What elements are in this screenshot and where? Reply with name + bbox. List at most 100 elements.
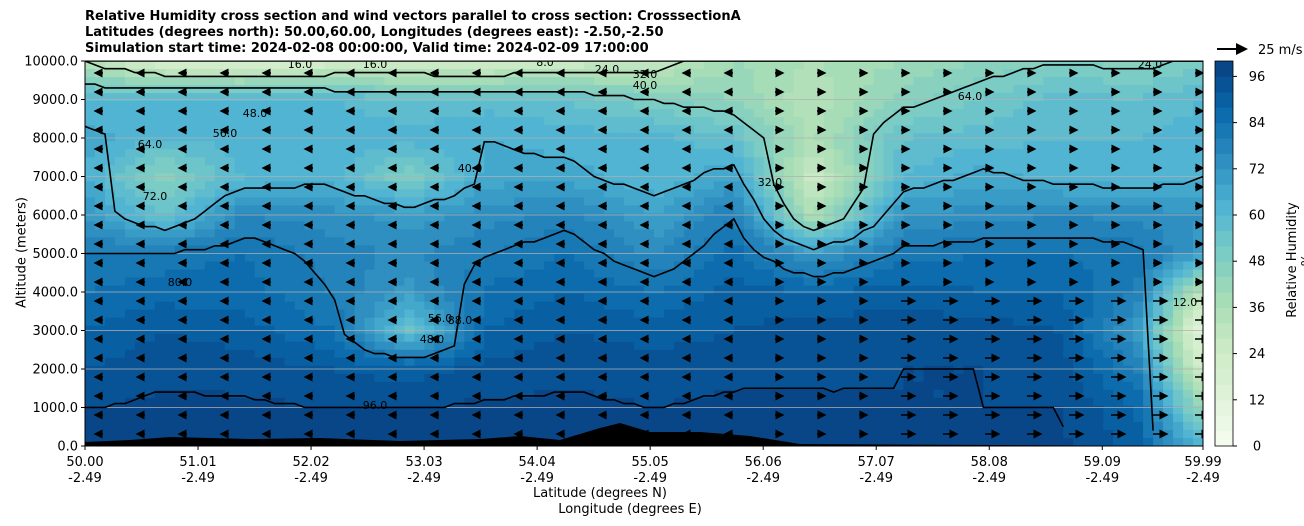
humidity-cell <box>1113 253 1124 263</box>
humidity-cell <box>663 357 675 367</box>
humidity-cell <box>823 365 835 375</box>
humidity-cell <box>404 213 416 223</box>
humidity-cell <box>614 309 625 319</box>
humidity-cell <box>1063 189 1074 198</box>
humidity-cell <box>454 189 465 198</box>
humidity-cell <box>404 389 416 399</box>
humidity-cell <box>474 61 485 70</box>
humidity-cell <box>574 205 585 214</box>
humidity-cell <box>933 205 945 214</box>
humidity-cell <box>663 293 675 303</box>
humidity-cell <box>1123 125 1134 134</box>
humidity-cell <box>394 269 406 279</box>
humidity-cell <box>893 397 905 407</box>
humidity-cell <box>663 245 675 255</box>
humidity-cell <box>1013 253 1024 263</box>
humidity-cell <box>783 173 795 182</box>
humidity-cell <box>164 165 176 174</box>
humidity-cell <box>1033 93 1044 102</box>
humidity-cell <box>993 141 1004 150</box>
humidity-cell <box>484 373 495 383</box>
humidity-cell <box>154 373 166 383</box>
humidity-cell <box>384 101 396 110</box>
humidity-cell <box>863 133 875 142</box>
humidity-cell <box>1123 309 1134 319</box>
humidity-cell <box>1113 229 1124 239</box>
humidity-cell <box>893 69 905 78</box>
humidity-cell <box>1123 85 1134 94</box>
humidity-cell <box>144 117 156 126</box>
humidity-cell <box>464 133 475 142</box>
humidity-cell <box>733 293 745 303</box>
humidity-cell <box>154 197 166 206</box>
humidity-cell <box>114 221 126 231</box>
humidity-cell <box>434 245 445 255</box>
humidity-cell <box>833 357 845 367</box>
humidity-cell <box>624 117 635 126</box>
humidity-cell <box>713 261 725 271</box>
humidity-cell <box>1133 93 1144 102</box>
humidity-cell <box>1063 69 1074 78</box>
humidity-cell <box>743 85 755 94</box>
humidity-cell <box>653 389 665 399</box>
humidity-cell <box>444 357 455 367</box>
humidity-cell <box>1193 309 1203 319</box>
humidity-cell <box>594 77 605 86</box>
humidity-cell <box>833 213 845 223</box>
humidity-cell <box>144 261 156 271</box>
humidity-cell <box>843 229 855 239</box>
humidity-cell <box>304 325 316 335</box>
humidity-cell <box>634 101 645 110</box>
humidity-cell <box>264 77 276 86</box>
humidity-cell <box>364 365 376 375</box>
humidity-cell <box>464 173 475 182</box>
humidity-cell <box>494 405 505 415</box>
humidity-cell <box>314 277 326 287</box>
humidity-cell <box>534 373 545 383</box>
humidity-cell <box>514 325 525 335</box>
humidity-cell <box>983 301 994 311</box>
humidity-cell <box>334 341 346 351</box>
humidity-cell <box>943 269 955 279</box>
humidity-cell <box>134 213 146 223</box>
humidity-cell <box>973 93 984 102</box>
humidity-cell <box>703 213 715 223</box>
humidity-cell <box>853 189 865 198</box>
humidity-cell <box>314 253 326 263</box>
humidity-cell <box>1013 317 1024 327</box>
humidity-cell <box>873 253 885 263</box>
humidity-cell <box>783 141 795 150</box>
humidity-cell <box>224 357 236 367</box>
humidity-cell <box>324 229 336 239</box>
humidity-cell <box>963 181 975 190</box>
humidity-cell <box>823 309 835 319</box>
humidity-cell <box>564 149 575 158</box>
humidity-cell <box>923 285 935 295</box>
humidity-cell <box>234 245 246 255</box>
humidity-cell <box>763 77 775 86</box>
humidity-cell <box>244 245 256 255</box>
humidity-cell <box>773 405 785 415</box>
humidity-cell <box>144 405 156 415</box>
humidity-cell <box>494 213 505 223</box>
humidity-cell <box>484 341 495 351</box>
humidity-cell <box>683 197 695 206</box>
humidity-cell <box>1023 253 1034 263</box>
humidity-cell <box>354 205 366 214</box>
humidity-cell <box>943 325 955 335</box>
humidity-cell <box>1083 197 1094 206</box>
humidity-cell <box>314 165 326 174</box>
humidity-cell <box>574 309 585 319</box>
humidity-cell <box>683 173 695 182</box>
humidity-cell <box>833 229 845 239</box>
humidity-cell <box>85 221 96 231</box>
humidity-cell <box>733 197 745 206</box>
humidity-cell <box>514 357 525 367</box>
humidity-cell <box>374 165 386 174</box>
humidity-cell <box>1033 405 1044 415</box>
humidity-cell <box>1133 245 1144 255</box>
humidity-cell <box>943 293 955 303</box>
humidity-cell <box>663 69 675 78</box>
humidity-cell <box>554 189 565 198</box>
humidity-cell <box>404 61 416 70</box>
